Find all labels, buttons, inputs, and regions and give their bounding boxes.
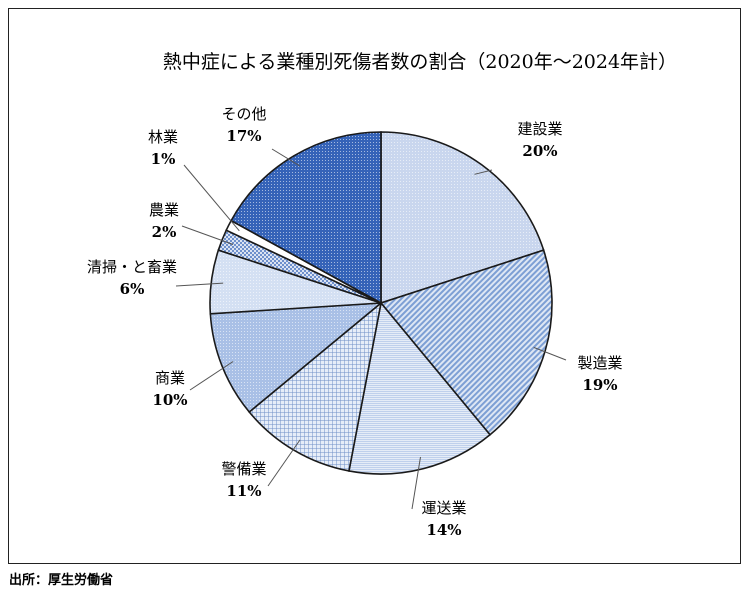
slice-label-7: 林業 — [148, 128, 178, 146]
source-note: 出所：厚生労働省 — [9, 573, 114, 588]
slice-8 — [230, 131, 382, 305]
slice-value-7: 1% — [151, 150, 176, 168]
leader-line-5 — [175, 282, 224, 287]
slice-value-6: 2% — [152, 223, 177, 241]
slice-value-8: 17% — [226, 127, 261, 145]
leader-line-7 — [183, 164, 240, 232]
slice-value-5: 6% — [120, 280, 145, 298]
leader-line-6 — [181, 225, 234, 245]
slice-label-0: 建設業 — [517, 120, 562, 138]
slice-label-2: 運送業 — [421, 499, 466, 517]
slice-2 — [348, 301, 492, 475]
leader-line-4 — [189, 361, 234, 391]
slice-value-4: 10% — [152, 391, 187, 409]
leader-line-8 — [271, 148, 301, 167]
slice-label-4: 商業 — [155, 369, 185, 387]
slice-value-0: 20% — [522, 142, 557, 160]
slice-label-6: 農業 — [149, 201, 179, 219]
slice-label-8: その他 — [221, 105, 266, 123]
leader-line-2 — [411, 456, 421, 510]
slice-3 — [248, 300, 383, 472]
slice-label-5: 清掃・と畜業 — [87, 258, 177, 276]
chart-title: 熱中症による業種別死傷者数の割合（2020年～2024年計） — [163, 51, 677, 73]
leader-line-1 — [533, 346, 567, 361]
leader-line-3 — [267, 439, 301, 487]
slice-0 — [380, 131, 545, 305]
slice-4 — [209, 302, 384, 414]
slice-value-3: 11% — [226, 482, 261, 500]
slice-1 — [379, 249, 553, 436]
slice-label-1: 製造業 — [577, 354, 622, 372]
slice-value-1: 19% — [582, 376, 617, 394]
leader-line-0 — [474, 169, 493, 175]
slice-label-3: 警備業 — [221, 460, 266, 478]
slice-value-2: 14% — [426, 521, 461, 539]
